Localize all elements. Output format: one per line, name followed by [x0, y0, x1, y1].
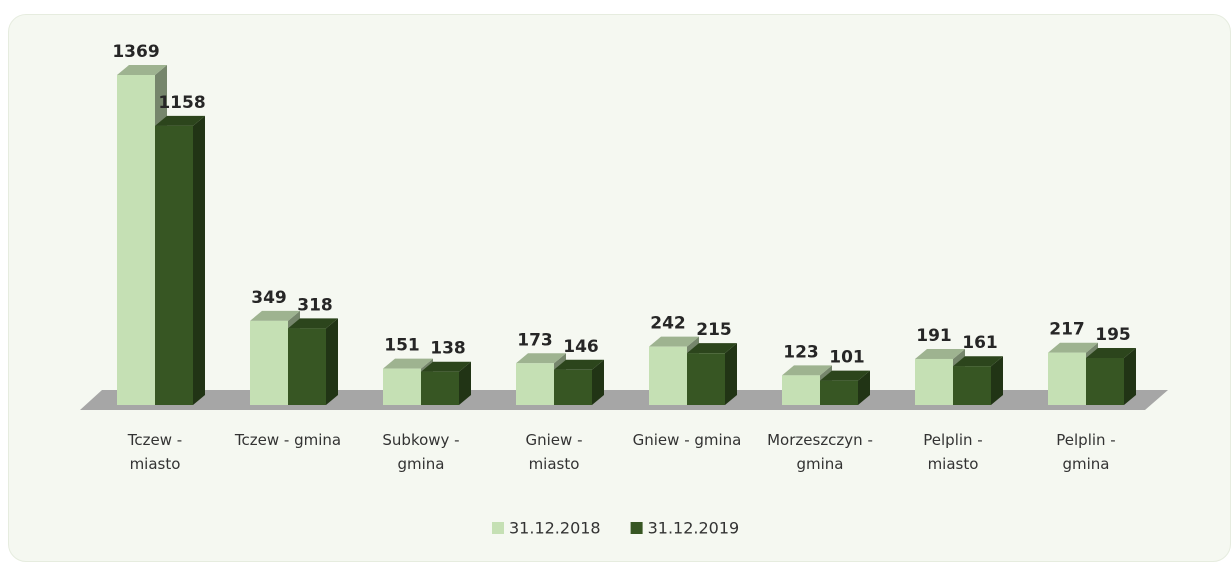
data-label: 318 — [297, 295, 333, 315]
bar-top — [953, 356, 1003, 367]
bar-top — [687, 343, 737, 354]
bar-top — [516, 353, 566, 364]
bar-front — [383, 368, 421, 405]
bar-front — [1086, 357, 1124, 405]
legend-label: 31.12.2019 — [648, 519, 740, 538]
x-tick-label: Pelplin - gmina — [1056, 431, 1116, 473]
bar-top — [250, 310, 300, 321]
data-label: 191 — [916, 326, 952, 346]
x-tick-label: Tczew - gmina — [234, 431, 342, 449]
bar-side — [459, 361, 471, 405]
bar — [953, 356, 1003, 405]
bar-top — [915, 348, 965, 359]
data-label: 123 — [783, 342, 819, 362]
bar-top — [782, 365, 832, 376]
bar-top — [649, 336, 699, 347]
data-label: 242 — [650, 314, 686, 334]
bar-top — [554, 359, 604, 370]
data-label: 215 — [696, 320, 732, 340]
chart-panel — [8, 14, 1231, 562]
bar-front — [953, 366, 991, 405]
data-label: 151 — [384, 336, 420, 356]
bar-front — [288, 328, 326, 405]
bar-front — [421, 371, 459, 405]
bar-top — [155, 115, 205, 126]
bar-top — [288, 318, 338, 329]
data-label: 195 — [1095, 325, 1131, 345]
data-label: 217 — [1049, 320, 1085, 340]
x-tick-label: Gniew - gmina — [632, 431, 742, 449]
bar-side — [858, 370, 870, 405]
bar-front — [782, 375, 820, 405]
legend-swatch — [492, 522, 504, 534]
bar-front — [516, 363, 554, 405]
legend-swatch — [630, 522, 643, 534]
bar-side — [592, 359, 604, 405]
bar-top — [421, 361, 471, 372]
bar-side — [1124, 347, 1136, 405]
bar-front — [649, 346, 687, 405]
bar-front — [915, 358, 953, 405]
bar-front — [687, 353, 725, 405]
data-label: 173 — [517, 330, 553, 350]
data-label: 349 — [251, 288, 287, 308]
bar — [421, 361, 471, 405]
x-tick-label: Tczew - miasto — [127, 431, 183, 473]
bar-side — [991, 356, 1003, 405]
data-label: 146 — [563, 337, 599, 357]
bar — [1086, 347, 1136, 405]
data-label: 161 — [962, 333, 998, 353]
data-label: 138 — [430, 339, 466, 359]
bar-side — [193, 115, 205, 406]
bar-front — [155, 125, 193, 406]
data-label: 1158 — [158, 93, 205, 113]
bar-top — [383, 358, 433, 369]
bar-front — [820, 380, 858, 405]
data-label: 1369 — [112, 42, 159, 62]
bar-side — [725, 343, 737, 405]
bar — [820, 370, 870, 405]
x-tick-label: Pelplin - miasto — [923, 431, 983, 473]
bar-front — [250, 320, 288, 405]
bar-front — [554, 369, 592, 405]
data-label: 101 — [829, 348, 865, 368]
x-tick-label: Morzeszczyn - gmina — [767, 431, 873, 473]
x-tick-label: Gniew - miasto — [525, 431, 583, 473]
bar-top — [820, 370, 870, 381]
bar — [155, 115, 205, 406]
bar-top — [117, 65, 167, 75]
bar-front — [1048, 352, 1086, 405]
bar-top — [1086, 347, 1136, 358]
bar-side — [326, 318, 338, 405]
bar — [288, 318, 338, 405]
bar — [687, 343, 737, 405]
legend-label: 31.12.2018 — [509, 519, 601, 538]
bar — [554, 359, 604, 405]
bar-front — [117, 75, 155, 405]
floor — [80, 390, 1168, 410]
bar-top — [1048, 342, 1098, 353]
x-tick-label: Subkowy - gmina — [382, 431, 460, 473]
